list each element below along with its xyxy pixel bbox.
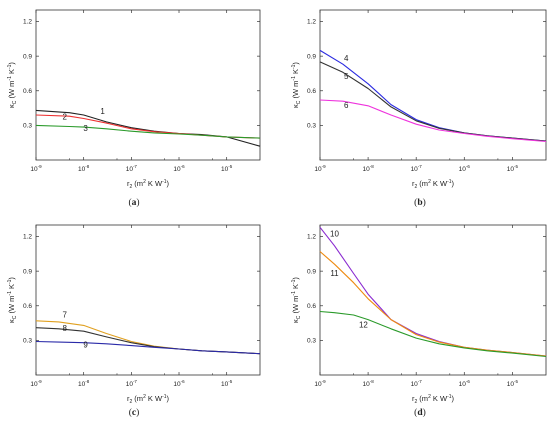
y-tick-label: 0.3 [307, 123, 316, 130]
x-tick-label: 10-7 [411, 379, 423, 388]
y-axis-title: κC (W m-1 K-1) [7, 62, 18, 108]
panel-caption: (a) [128, 197, 139, 208]
x-tick-label: 10-7 [126, 164, 138, 173]
x-tick-label: 10-6 [459, 379, 471, 388]
x-axis-title: r2 (m2 K W-1) [412, 179, 455, 190]
x-tick-label: 10-9 [30, 379, 42, 388]
x-tick-label: 10-8 [362, 164, 374, 173]
y-tick-label: 0.3 [307, 338, 316, 345]
plot-frame [35, 9, 261, 161]
series-line-3 [35, 124, 261, 139]
x-tick-label: 10-7 [126, 379, 138, 388]
plot-frame [319, 9, 547, 161]
series-line-10 [319, 226, 547, 357]
chart-panel-2: 0.3 0.6 0.9 1.2 10-9 10-8 10-7 10-6 10-5 r2 (m2 K… [291, 9, 547, 208]
panel-caption: (c) [129, 407, 140, 418]
y-tick-label: 0.9 [23, 268, 32, 275]
curve-label-5: 5 [344, 72, 349, 81]
y-tick-label: 0.9 [23, 53, 32, 60]
curve-label-3: 3 [83, 124, 88, 133]
y-axis-title: κC (W m-1 K-1) [291, 277, 302, 323]
curve-label-6: 6 [344, 101, 349, 110]
y-tick-label: 0.6 [23, 88, 32, 95]
series-line-9 [35, 340, 261, 355]
x-tick-label: 10-7 [411, 164, 423, 173]
x-tick-label: 10-8 [362, 379, 374, 388]
y-tick-label: 1.2 [23, 19, 32, 26]
curve-label-11: 11 [330, 269, 339, 278]
x-axis-title: r2 (m2 K W-1) [127, 394, 170, 405]
x-tick-label: 10-5 [221, 379, 233, 388]
curve-label-2: 2 [62, 113, 67, 122]
series-line-5 [319, 61, 547, 142]
y-tick-label: 0.3 [23, 123, 32, 130]
curve-label-9: 9 [83, 340, 88, 349]
x-tick-label: 10-9 [30, 164, 42, 173]
y-tick-label: 0.9 [307, 53, 316, 60]
series-line-6 [319, 99, 547, 143]
curve-label-12: 12 [359, 321, 368, 330]
curve-label-10: 10 [330, 230, 339, 239]
curve-label-7: 7 [62, 310, 67, 319]
plot-frame [35, 224, 261, 376]
curve-label-4: 4 [344, 54, 349, 63]
x-tick-label: 10-9 [314, 379, 326, 388]
series-line-11 [319, 251, 547, 357]
y-tick-label: 0.9 [307, 268, 316, 275]
chart-panel-3: 0.3 0.6 0.9 1.2 10-9 10-8 10-7 10-6 10-5 r2 (m2 K… [7, 224, 261, 418]
x-tick-label: 10-5 [507, 164, 519, 173]
y-tick-label: 0.3 [23, 338, 32, 345]
x-tick-label: 10-5 [507, 379, 519, 388]
x-axis-title: r2 (m2 K W-1) [412, 394, 455, 405]
panel-caption: (b) [414, 197, 426, 208]
x-axis-title: r2 (m2 K W-1) [127, 179, 170, 190]
x-tick-label: 10-8 [78, 164, 90, 173]
panel-caption: (d) [414, 407, 426, 418]
y-tick-label: 0.6 [23, 303, 32, 310]
chart-panel-1: 0.3 0.6 0.9 1.2 10-9 10-8 10-7 10-6 10-5 r2 (m2 K… [7, 9, 261, 208]
curve-label-1: 1 [100, 107, 105, 116]
x-tick-label: 10-6 [173, 379, 185, 388]
curve-label-8: 8 [62, 324, 67, 333]
x-tick-label: 10-5 [221, 164, 233, 173]
y-tick-label: 0.6 [307, 303, 316, 310]
x-tick-label: 10-9 [314, 164, 326, 173]
x-tick-label: 10-6 [173, 164, 185, 173]
series-line-8 [35, 327, 261, 355]
y-tick-label: 1.2 [307, 234, 316, 241]
y-axis-title: κC (W m-1 K-1) [7, 277, 18, 323]
series-line-4 [319, 49, 547, 142]
series-line-7 [35, 320, 261, 355]
y-tick-label: 0.6 [307, 88, 316, 95]
y-tick-label: 1.2 [23, 234, 32, 241]
plot-frame [319, 224, 547, 376]
x-tick-label: 10-8 [78, 379, 90, 388]
y-axis-title: κC (W m-1 K-1) [291, 62, 302, 108]
x-tick-label: 10-6 [459, 164, 471, 173]
y-tick-label: 1.2 [307, 19, 316, 26]
series-line-12 [319, 310, 547, 358]
chart-panel-4: 0.3 0.6 0.9 1.2 10-9 10-8 10-7 10-6 10-5 r2 (m2 K… [291, 224, 547, 418]
